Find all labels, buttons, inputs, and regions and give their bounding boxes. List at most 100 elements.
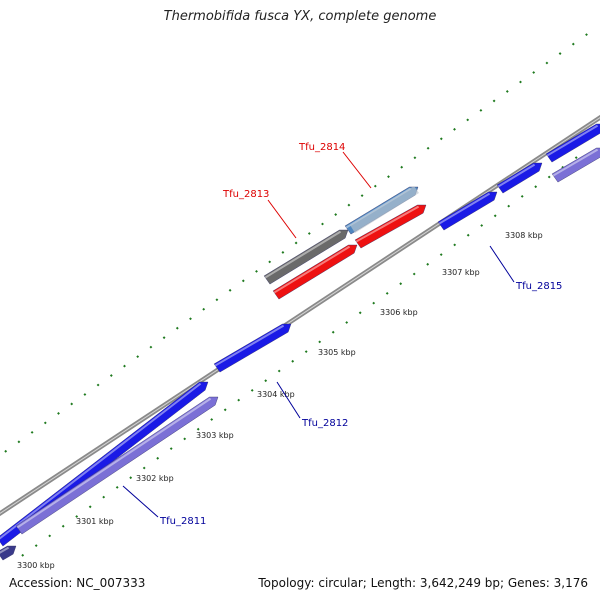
tick-dot (453, 127, 456, 131)
tick-dot (426, 262, 430, 266)
tick-dot (291, 359, 295, 363)
tick-dot (75, 515, 79, 518)
gene-sheen (273, 245, 351, 294)
tick-dot (345, 321, 349, 324)
tick-dot (545, 61, 549, 65)
gene-leader-line (489, 245, 515, 283)
tick-dot (115, 485, 119, 489)
gene-arrow-tfu-2813[interactable] (272, 244, 358, 300)
tick-dot (399, 282, 403, 286)
gene-sheen (497, 163, 536, 188)
tick-dot (277, 369, 281, 373)
tick-dot (519, 80, 522, 84)
gene-arrow[interactable] (551, 147, 600, 183)
tick-dot (102, 495, 106, 499)
tick-dot (255, 269, 258, 273)
tick-dot (162, 336, 166, 340)
tick-dot (264, 379, 268, 383)
tick-dot (373, 184, 377, 188)
tick-dot (30, 430, 34, 434)
gene-arrow[interactable] (213, 323, 292, 373)
tick-dot (123, 364, 126, 368)
gene-label-tfu-2812[interactable]: Tfu_2812 (301, 418, 348, 429)
gene-sheen (355, 205, 420, 243)
outer-tick-track (4, 33, 588, 453)
tick-dot (34, 544, 38, 548)
tick-dot (96, 383, 100, 387)
gene-arrow[interactable] (0, 545, 17, 561)
tick-dot (223, 408, 227, 412)
tick-dot (183, 437, 187, 441)
tick-dot (294, 241, 298, 245)
tick-dot (228, 288, 232, 292)
tick-dot (574, 156, 578, 160)
gene-sheen (214, 324, 285, 367)
tick-dot (334, 213, 338, 216)
tick-dot (57, 412, 60, 415)
tick-dot (109, 374, 113, 377)
tick-dot (321, 222, 324, 226)
gene-labels[interactable]: Tfu_2811 Tfu_2812 Tfu_2813 Tfu_2814 Tfu_2815 (122, 142, 562, 527)
tick-dot (585, 33, 588, 37)
genome-summary: Topology: circular; Length: 3,642,249 bp… (258, 576, 588, 590)
gene-label-tfu-2811[interactable]: Tfu_2811 (159, 516, 206, 527)
scale-tick-label: 3302 kbp (136, 474, 174, 483)
gene-arrow[interactable] (437, 191, 498, 231)
tick-dot (571, 42, 575, 46)
gene-arrow-tfu-2814[interactable] (354, 204, 427, 249)
tick-dot (358, 311, 362, 315)
scale-labels: 3300 kbp 3301 kbp 3302 kbp 3303 kbp 3304 kbp… (17, 231, 543, 570)
tick-dot (210, 418, 214, 421)
tick-dot (439, 253, 443, 257)
backbone-track (0, 114, 600, 517)
tick-dot (4, 449, 8, 453)
tick-dot (360, 194, 364, 198)
scale-tick-label: 3304 kbp (257, 390, 295, 399)
gene-label-tfu-2814[interactable]: Tfu_2814 (298, 142, 345, 153)
scale-tick-label: 3300 kbp (17, 561, 55, 570)
scale-tick-label: 3301 kbp (76, 517, 114, 526)
tick-dot (88, 505, 92, 509)
tick-dot (169, 447, 173, 451)
tick-dot (196, 427, 200, 431)
tick-dot (43, 421, 47, 425)
tick-dot (331, 330, 335, 334)
tick-dot (413, 156, 417, 160)
gene-box-gray[interactable] (263, 229, 349, 285)
tick-dot (439, 137, 443, 141)
tick-dot (466, 233, 470, 237)
scale-tick-label: 3306 kbp (380, 308, 418, 317)
tick-dot (250, 388, 254, 392)
tick-dot (520, 194, 524, 198)
map-title: Thermobifida fusca YX, complete genome (163, 9, 437, 24)
tick-dot (480, 224, 484, 227)
gene-label-tfu-2815[interactable]: Tfu_2815 (515, 281, 562, 292)
scale-tick-label: 3305 kbp (318, 348, 356, 357)
gene-sheen (16, 397, 212, 529)
tick-dot (507, 204, 511, 208)
tick-dot (318, 340, 322, 344)
tick-dot (412, 272, 416, 276)
gene-arrow[interactable] (496, 162, 543, 194)
gene-leader-line (276, 381, 301, 419)
scale-tick-label: 3307 kbp (442, 268, 480, 277)
tick-dot (142, 466, 146, 470)
tick-dot (61, 524, 65, 528)
gene-leader-line (267, 199, 297, 239)
tick-dot (149, 345, 153, 349)
tick-dot (281, 251, 285, 254)
gene-label-tfu-2813[interactable]: Tfu_2813 (222, 189, 269, 200)
tick-dot (493, 214, 497, 218)
accession-label: Accession: NC_007333 (9, 576, 146, 590)
gene-features[interactable] (0, 123, 600, 561)
tick-dot (21, 553, 25, 557)
gene-leader-line (342, 151, 372, 189)
gene-sheen (264, 230, 342, 279)
scale-tick-label: 3303 kbp (196, 431, 234, 440)
tick-dot (547, 175, 551, 179)
gene-arrow[interactable] (545, 123, 600, 163)
tick-dot (48, 534, 52, 538)
tick-dot (304, 350, 308, 354)
gene-arrow[interactable] (15, 396, 219, 535)
